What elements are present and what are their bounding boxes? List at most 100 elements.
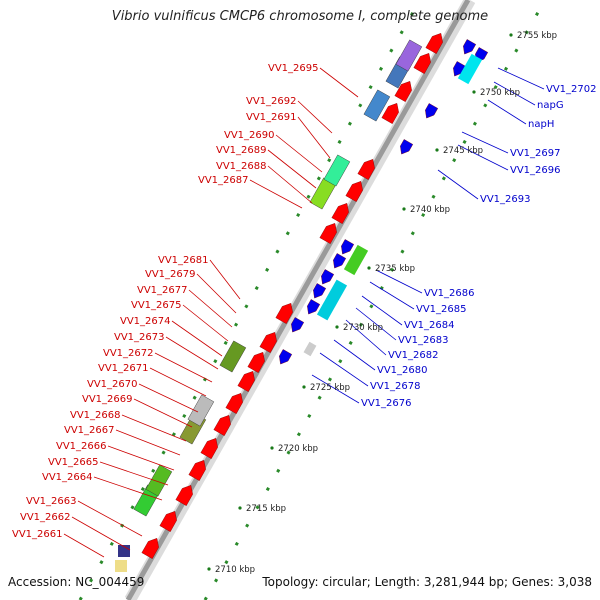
reverse-gene-label: VV1_2696 <box>510 165 561 176</box>
accession-label: Accession: NC_004459 <box>8 575 145 589</box>
cds-forward-4 <box>200 438 218 459</box>
scale-tick-label: 2720 kbp <box>278 444 318 454</box>
forward-gene-label: VV1_2690 <box>224 130 275 141</box>
annotation-block <box>457 53 483 85</box>
cds-reverse-0 <box>463 39 477 55</box>
cds-reverse-2 <box>453 61 467 77</box>
forward-gene-label: VV1_2669 <box>82 394 133 405</box>
scale-tick-mark <box>509 33 513 37</box>
forward-gene-leader <box>297 116 331 159</box>
cds-forward-13 <box>345 181 363 202</box>
scale-tick-mark <box>207 567 211 571</box>
forward-gene-label: VV1_2687 <box>198 175 249 186</box>
forward-gene-label: VV1_2674 <box>120 316 171 327</box>
forward-gene-label: VV1_2664 <box>42 472 93 483</box>
forward-gene-label: VV1_2671 <box>98 363 149 374</box>
cds-reverse-11 <box>279 349 293 365</box>
forward-gene-leader <box>275 134 323 173</box>
reverse-gene-leader <box>369 281 415 310</box>
annotation-block <box>145 464 173 497</box>
forward-gene-label: VV1_2673 <box>114 332 165 343</box>
reverse-gene-leader <box>319 352 369 387</box>
cds-forward-5 <box>213 415 231 436</box>
reverse-gene-leader <box>355 307 397 341</box>
scale-tick-mark <box>270 446 274 450</box>
forward-gene-leader <box>138 383 199 413</box>
cds-forward-16 <box>394 81 412 102</box>
reverse-gene-leader <box>345 319 387 356</box>
scale-tick-label: 2735 kbp <box>375 264 415 274</box>
forward-gene-label: VV1_2665 <box>48 457 99 468</box>
forward-gene-label: VV1_2689 <box>216 145 267 156</box>
cds-forward-9 <box>259 332 277 353</box>
cds-forward-7 <box>237 371 255 392</box>
reverse-gene-label: VV1_2678 <box>370 381 421 392</box>
scale-tick-mark <box>238 506 242 510</box>
forward-gene-leader <box>267 165 313 204</box>
forward-gene-leader <box>188 289 233 328</box>
cds-reverse-8 <box>313 283 327 299</box>
cds-forward-10 <box>275 303 293 324</box>
forward-gene-label: VV1_2667 <box>64 425 115 436</box>
forward-gene-label: VV1_2681 <box>158 255 209 266</box>
cds-forward-6 <box>225 393 243 414</box>
forward-gene-label: VV1_2666 <box>56 441 107 452</box>
reverse-gene-label: VV1_2697 <box>510 148 561 159</box>
scale-tick-label: 2715 kbp <box>246 504 286 514</box>
cds-reverse-9 <box>307 299 321 315</box>
forward-gene-label: VV1_2688 <box>216 161 267 172</box>
reverse-gene-label: napG <box>537 100 564 111</box>
scale-tick-mark <box>302 385 306 389</box>
forward-gene-label: VV1_2668 <box>70 410 121 421</box>
cds-forward-15 <box>381 103 399 124</box>
forward-gene-leader <box>154 352 213 383</box>
annotation-block <box>323 154 351 187</box>
scale-tick-mark <box>402 207 406 211</box>
forward-gene-leader <box>71 516 131 551</box>
reverse-gene-label: VV1_2702 <box>546 84 597 95</box>
scale-tick-label: 2725 kbp <box>310 383 350 393</box>
forward-gene-leader <box>99 461 169 486</box>
reverse-gene-label: VV1_2686 <box>424 288 475 299</box>
forward-gene-leader <box>107 445 175 471</box>
cds-forward-17 <box>413 53 431 74</box>
forward-gene-leader <box>319 67 359 98</box>
reverse-gene-label: VV1_2683 <box>398 335 449 346</box>
forward-gene-label: VV1_2679 <box>145 269 196 280</box>
scale-tick-mark <box>335 325 339 329</box>
cds-forward-3 <box>188 460 206 481</box>
annotation-block <box>343 244 369 276</box>
forward-gene-leader <box>115 429 181 456</box>
scale-tick-label: 2740 kbp <box>410 205 450 215</box>
reverse-gene-label: VV1_2680 <box>377 365 428 376</box>
forward-gene-leader <box>209 259 241 300</box>
scale-tick-label: 2745 kbp <box>443 146 483 156</box>
annotation-block <box>115 560 127 572</box>
reverse-gene-label: napH <box>528 119 554 130</box>
reverse-gene-label: VV1_2685 <box>416 304 467 315</box>
reverse-gene-leader <box>437 169 479 200</box>
scale-tick-mark <box>367 266 371 270</box>
forward-gene-label: VV1_2662 <box>20 512 71 523</box>
forward-gene-label: VV1_2663 <box>26 496 77 507</box>
forward-gene-label: VV1_2691 <box>246 112 297 123</box>
forward-gene-label: VV1_2675 <box>131 300 182 311</box>
genome-summary: Topology: circular; Length: 3,281,944 bp… <box>262 575 592 589</box>
forward-gene-leader <box>63 533 105 558</box>
reverse-gene-leader <box>497 67 545 90</box>
forward-gene-leader <box>93 476 163 501</box>
reverse-gene-leader <box>311 374 360 404</box>
annotation-block <box>395 39 423 72</box>
cds-reverse-5 <box>341 239 355 255</box>
forward-gene-leader <box>121 414 187 442</box>
annotation-block <box>363 89 391 122</box>
cds-forward-12 <box>331 203 349 224</box>
cds-reverse-6 <box>333 253 347 269</box>
cds-reverse-4 <box>400 139 414 155</box>
cds-reverse-7 <box>321 269 335 285</box>
annotation-block <box>316 279 348 321</box>
cds-reverse-3 <box>425 103 439 119</box>
cds-forward-2 <box>175 485 193 506</box>
forward-gene-label: VV1_2672 <box>103 348 154 359</box>
